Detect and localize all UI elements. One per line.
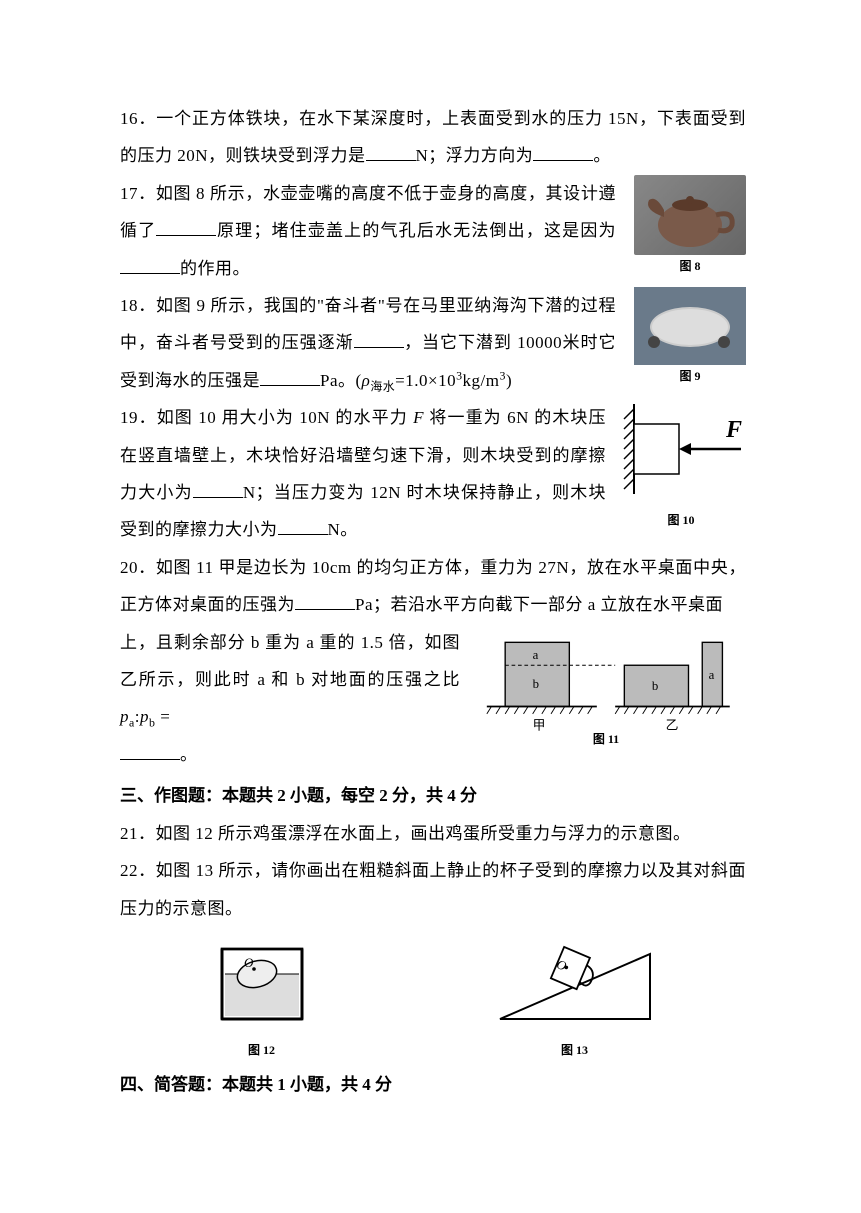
question-20-line2: 上，且剩余部分 b 重为 a 重的 1.5 倍，如图乙所示，则此时 a 和 b … — [120, 624, 460, 774]
q17-blank-1 — [156, 219, 216, 236]
question-20-line1: 20．如图 11 甲是边长为 10cm 的均匀正方体，重力为 27N，放在水平桌… — [120, 549, 746, 624]
rho-sub: 海水 — [370, 379, 395, 393]
question-21: 21．如图 12 所示鸡蛋漂浮在水面上，画出鸡蛋所受重力与浮力的示意图。 — [120, 815, 746, 852]
egg-float-diagram: O — [202, 939, 322, 1034]
q21-text: 如图 12 所示鸡蛋漂浮在水面上，画出鸡蛋所受重力与浮力的示意图。 — [156, 824, 691, 843]
question-22: 22．如图 13 所示，请你画出在粗糙斜面上静止的杯子受到的摩擦力以及其对斜面压… — [120, 852, 746, 927]
figure-13: O 图 13 — [485, 939, 665, 1058]
q20-blank-1 — [295, 593, 355, 610]
wall-block-diagram: F — [616, 399, 746, 504]
label-jia: 甲 — [533, 718, 546, 732]
svg-text:a: a — [533, 647, 539, 661]
question-19: F 图 10 19．如图 10 用大小为 10N 的水平力 F 将一重为 6N … — [120, 399, 746, 549]
fig8-caption: 图 8 — [634, 257, 746, 274]
q18-blank-2 — [260, 369, 320, 386]
figure-8: 图 8 — [634, 175, 746, 274]
q18-num: 18． — [120, 296, 156, 315]
q19-blank-1 — [193, 481, 243, 498]
rho-val: =1.0×10 — [395, 371, 456, 390]
q20-text-b-cont: 上，且剩余部分 b 重为 a 重的 1.5 倍，如图乙所示，则此时 a 和 b … — [120, 633, 460, 689]
figure-11: a b 甲 b a — [466, 624, 746, 747]
q22-num: 22． — [120, 861, 156, 880]
q19-num: 19． — [120, 408, 157, 427]
cube-diagram: a b 甲 b a — [466, 624, 746, 734]
teapot-image — [634, 175, 746, 255]
q22-text: 如图 13 所示，请你画出在粗糙斜面上静止的杯子受到的摩擦力以及其对斜面压力的示… — [120, 861, 746, 917]
rho-unit: kg/m — [463, 371, 500, 390]
incline-cup-diagram: O — [485, 939, 665, 1034]
svg-text:b: b — [652, 679, 658, 693]
figure-9: 图 9 — [634, 287, 746, 384]
q19-F-var: F — [413, 408, 424, 427]
q20-text-b-start: Pa；若沿水平方向截下一部分 a 立放在水平桌面 — [355, 595, 723, 614]
q20-text-c: 。 — [180, 745, 198, 764]
page-content: 16．一个正方体铁块，在水下某深度时，上表面受到水的压力 15N，下表面受到的压… — [120, 100, 746, 1103]
force-label-F: F — [725, 417, 742, 443]
submersible-image — [634, 287, 746, 365]
q18-blank-1 — [354, 331, 404, 348]
q17-text-c: 的作用。 — [180, 259, 250, 278]
svg-text:b: b — [533, 677, 539, 691]
q19-text-d: N。 — [328, 520, 358, 539]
q20-num: 20． — [120, 558, 156, 577]
section-4-title: 四、简答题：本题共 1 小题，共 4 分 — [120, 1066, 746, 1103]
fig12-o-label: O — [244, 955, 254, 970]
question-18: 图 9 18．如图 9 所示，我国的"奋斗者"号在马里亚纳海沟下潜的过程中，奋斗… — [120, 287, 746, 399]
q18-text-c: Pa。( — [320, 371, 362, 390]
q19-text-a: 如图 10 用大小为 10N 的水平力 — [157, 408, 413, 427]
fig13-caption: 图 13 — [485, 1041, 665, 1058]
q18-text-d: ) — [506, 371, 512, 390]
question-16: 16．一个正方体铁块，在水下某深度时，上表面受到水的压力 15N，下表面受到的压… — [120, 100, 746, 175]
p-var-a: p — [120, 707, 129, 726]
ratio-eq: = — [155, 707, 170, 726]
q16-text-c: 。 — [593, 146, 611, 165]
q21-num: 21． — [120, 824, 156, 843]
p-var-b: p — [140, 707, 149, 726]
q20-blank-2 — [120, 743, 180, 760]
svg-text:a: a — [709, 668, 715, 682]
fig9-caption: 图 9 — [634, 367, 746, 384]
figure-10: F 图 10 — [616, 399, 746, 528]
q16-blank-2 — [533, 144, 593, 161]
question-20-row: a b 甲 b a — [120, 624, 746, 774]
fig10-caption: 图 10 — [616, 511, 746, 528]
q16-text-b: N；浮力方向为 — [416, 146, 534, 165]
fig11-caption: 图 11 — [466, 730, 746, 747]
q17-blank-2 — [120, 257, 180, 274]
section-3-title: 三、作图题：本题共 2 小题，每空 2 分，共 4 分 — [120, 777, 746, 814]
q17-text-b: 原理；堵住壶盖上的气孔后水无法倒出，这是因为 — [216, 221, 616, 240]
label-yi: 乙 — [666, 718, 679, 732]
fig12-caption: 图 12 — [202, 1041, 322, 1058]
q19-blank-2 — [278, 518, 328, 535]
q16-blank-1 — [366, 144, 416, 161]
figure-12: O 图 12 — [202, 939, 322, 1058]
q16-num: 16． — [120, 109, 156, 128]
q17-num: 17． — [120, 184, 156, 203]
figures-row: O 图 12 O 图 13 — [120, 939, 746, 1058]
question-17: 图 8 17．如图 8 所示，水壶壶嘴的高度不低于壶身的高度，其设计遵循了原理；… — [120, 175, 746, 287]
